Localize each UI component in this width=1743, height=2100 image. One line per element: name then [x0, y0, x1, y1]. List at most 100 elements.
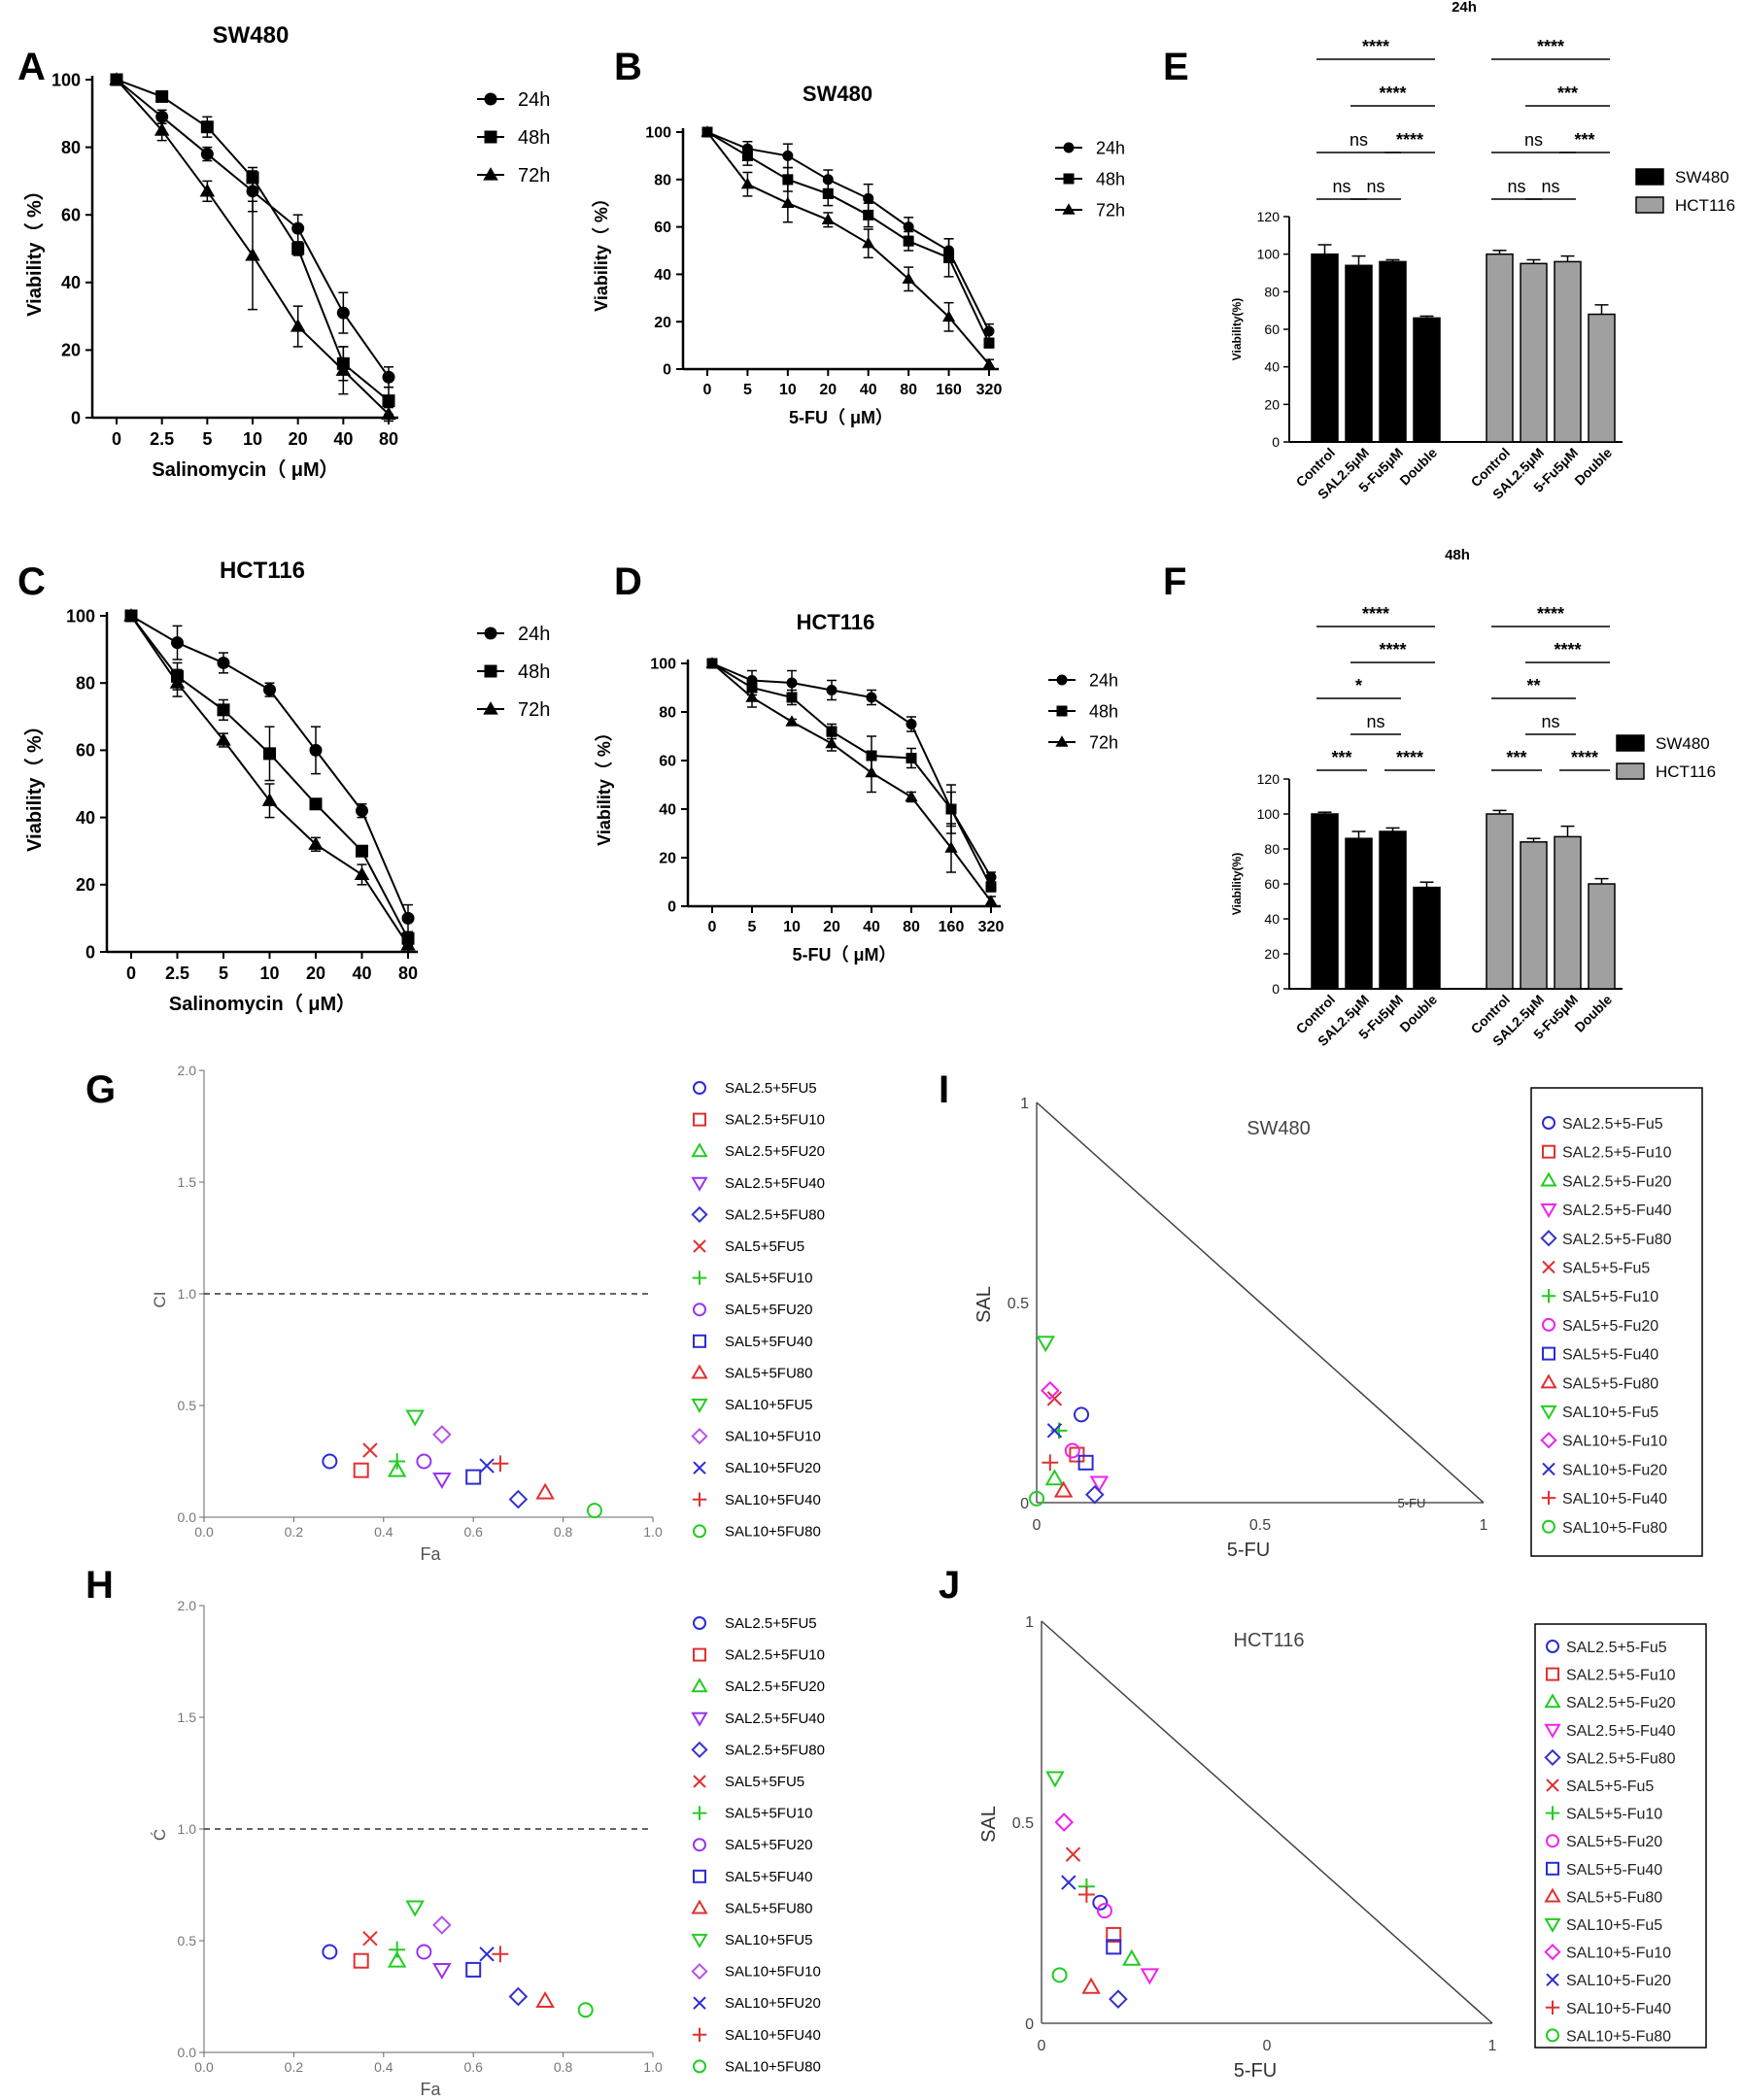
significance-label: **** [1362, 604, 1389, 624]
y-tick-label: 40 [654, 267, 671, 284]
legend-marker [1544, 1887, 1561, 1903]
legend-label: 72h [518, 699, 550, 721]
legend-marker [692, 1492, 707, 1507]
data-point-72h [902, 272, 915, 285]
data-point-SAL10+5-Fu10 [1040, 1380, 1060, 1401]
panel-letter-J: J [939, 1564, 960, 1607]
significance-label: **** [1554, 640, 1581, 660]
significance-label: ns [1541, 712, 1559, 731]
y-tick-label: 1 [1025, 1614, 1034, 1631]
diagonal-label: 5-FU [1398, 1496, 1426, 1510]
data-point-SAL2.5+5FU40 [432, 1472, 452, 1489]
legend-label: SAL10+5-Fu10 [1562, 1434, 1667, 1450]
y-tick-label: 60 [654, 220, 671, 236]
x-tick-label: 0 [126, 964, 136, 983]
y-tick-label: 100 [650, 657, 676, 673]
data-point-SAL10+5-Fu80 [1029, 1490, 1044, 1507]
significance-label: **** [1396, 748, 1423, 767]
data-point-72h [109, 72, 124, 85]
legend-label: SAL2.5+5-Fu80 [1566, 1750, 1676, 1767]
x-tick-label: 0 [112, 429, 121, 449]
data-point-72h [290, 319, 306, 332]
legend-marker [693, 1081, 706, 1095]
x-tick-label: 2.5 [150, 429, 174, 449]
data-point-48h [155, 89, 169, 103]
data-point-24h [217, 656, 230, 669]
legend-label: SAL5+5FU5 [725, 1774, 804, 1790]
data-point-24h [863, 192, 874, 204]
legend-marker [693, 1303, 706, 1317]
legend-marker [1546, 1667, 1559, 1681]
data-point-SAL2.5+5FU20 [387, 1460, 407, 1477]
series-line-48h [706, 131, 990, 344]
significance-label: ns [1332, 177, 1350, 196]
data-point-48h [826, 726, 837, 737]
bar-HCT116-0 [1486, 253, 1514, 443]
y-tick-label: 80 [654, 172, 671, 188]
legend-marker [1540, 1171, 1557, 1187]
legend-marker [1062, 203, 1076, 215]
x-tick-label: 0.2 [285, 1524, 304, 1540]
y-tick-label: 120 [1257, 209, 1281, 224]
x-tick-label: 0 [1038, 2038, 1046, 2054]
data-point-SAL5+5FU5 [362, 1442, 378, 1458]
legend-label: 24h [1096, 138, 1125, 157]
data-point-24h [382, 370, 395, 384]
series-line-72h [706, 131, 990, 365]
y-tick-label: 100 [1257, 247, 1281, 262]
bar-SW480-2 [1379, 830, 1407, 990]
data-point-48h [863, 209, 874, 220]
legend-marker [1544, 1748, 1561, 1767]
y-axis-label: SAL [974, 1286, 995, 1323]
x-tick-label: 40 [863, 919, 880, 935]
legend-label: 72h [1089, 732, 1118, 752]
x-tick-label: 80 [903, 919, 920, 935]
y-tick-label: 80 [1264, 284, 1280, 299]
significance-label: *** [1506, 748, 1526, 767]
legend-marker [1542, 1317, 1555, 1332]
data-point-48h [786, 692, 798, 703]
legend-label: SAL2.5+5FU80 [725, 1742, 825, 1758]
y-axis-label: Viability（ %） [23, 716, 46, 852]
y-tick-label: 80 [61, 138, 81, 157]
x-tick-label: 1.0 [643, 1524, 663, 1540]
series-line-24h [711, 662, 992, 878]
data-point-SAL10+5FU10 [432, 1915, 452, 1935]
y-tick-label: 60 [76, 741, 95, 761]
data-point-72h [862, 236, 875, 249]
legend-label: HCT116 [1656, 762, 1716, 781]
legend-label: 48h [518, 661, 550, 683]
data-point-72h [865, 765, 878, 778]
data-point-SAL10+5FU80 [586, 1503, 602, 1519]
data-point-72h [261, 793, 278, 806]
legend-label: SAL5+5-Fu80 [1566, 1889, 1662, 1906]
y-axis-label: SAL [978, 1806, 1000, 1843]
data-point-48h [291, 242, 305, 255]
legend-marker [1544, 1723, 1561, 1739]
legend-label: 24h [518, 624, 550, 645]
legend-marker [691, 1741, 708, 1759]
y-tick-label: 80 [659, 705, 676, 722]
data-point-24h [291, 221, 305, 235]
data-point-48h [943, 252, 955, 263]
y-tick-label: 20 [61, 341, 81, 360]
x-tick-label: 80 [900, 382, 917, 398]
legend-marker [484, 627, 497, 640]
y-tick-label: 1.5 [178, 1710, 197, 1725]
data-point-SAL10+5-Fu20 [1046, 1423, 1063, 1439]
significance-label: *** [1557, 84, 1578, 103]
chart-title: HCT116 [220, 558, 305, 584]
y-tick-label: 20 [76, 875, 95, 895]
bar-SW480-3 [1413, 317, 1441, 443]
legend-label: SAL10+5-Fu80 [1566, 2028, 1671, 2045]
legend-marker [484, 92, 497, 106]
series-line-48h [711, 662, 992, 888]
x-tick-label: 1.0 [643, 2059, 663, 2075]
legend-marker [1541, 1490, 1556, 1506]
data-point-SAL2.5+5-Fu40 [1089, 1475, 1110, 1493]
legend-label: SAL2.5+5FU20 [725, 1143, 825, 1160]
data-point-SAL2.5+5-Fu20 [1122, 1948, 1142, 1966]
legend-marker [691, 1142, 708, 1158]
legend-marker [1545, 2000, 1560, 2015]
x-tick-label: 0.6 [463, 2059, 483, 2075]
